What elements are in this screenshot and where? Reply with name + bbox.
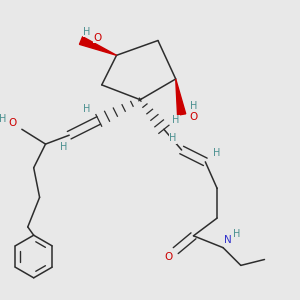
Text: O: O	[9, 118, 17, 128]
Text: H: H	[233, 229, 240, 239]
Text: O: O	[93, 33, 101, 43]
Text: H: H	[0, 114, 6, 124]
Polygon shape	[80, 37, 116, 55]
Text: O: O	[164, 251, 172, 262]
Text: H: H	[60, 142, 67, 152]
Text: H: H	[214, 148, 221, 158]
Polygon shape	[176, 79, 186, 115]
Text: H: H	[172, 116, 179, 125]
Text: H: H	[169, 133, 176, 143]
Text: H: H	[190, 100, 197, 111]
Text: O: O	[189, 112, 198, 122]
Text: H: H	[83, 103, 91, 114]
Text: N: N	[224, 235, 231, 245]
Text: H: H	[83, 27, 91, 37]
